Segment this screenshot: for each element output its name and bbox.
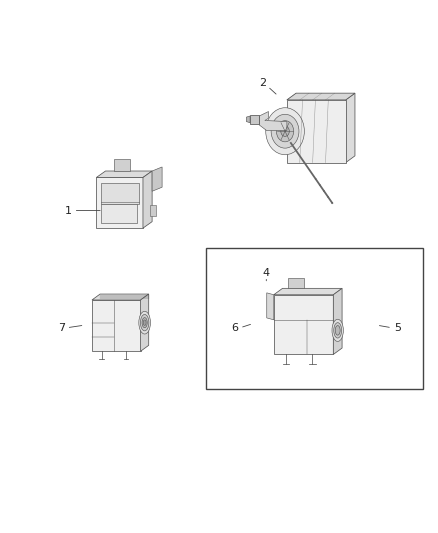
Polygon shape: [247, 116, 250, 123]
Polygon shape: [143, 171, 152, 228]
Polygon shape: [259, 111, 287, 131]
Ellipse shape: [139, 311, 151, 334]
Text: 4: 4: [263, 268, 270, 278]
Polygon shape: [92, 300, 141, 351]
Polygon shape: [287, 100, 346, 163]
Text: 5: 5: [394, 323, 401, 333]
Polygon shape: [100, 204, 137, 223]
Text: 6: 6: [231, 323, 238, 333]
Circle shape: [266, 108, 304, 155]
Polygon shape: [250, 115, 259, 124]
Circle shape: [271, 114, 299, 148]
Polygon shape: [288, 278, 304, 288]
Ellipse shape: [141, 314, 149, 331]
Circle shape: [276, 120, 294, 142]
Text: 2: 2: [259, 78, 266, 87]
Polygon shape: [346, 93, 355, 163]
Polygon shape: [274, 288, 342, 295]
Circle shape: [281, 126, 290, 136]
Bar: [206, 248, 423, 389]
Ellipse shape: [334, 322, 342, 338]
Polygon shape: [333, 288, 342, 354]
Ellipse shape: [142, 318, 147, 328]
Text: 1: 1: [64, 206, 71, 215]
Text: 7: 7: [58, 323, 65, 333]
Polygon shape: [92, 294, 149, 300]
Ellipse shape: [143, 320, 146, 326]
Ellipse shape: [335, 326, 340, 335]
Polygon shape: [96, 171, 152, 177]
Polygon shape: [274, 295, 333, 354]
Polygon shape: [141, 294, 149, 351]
Ellipse shape: [332, 319, 343, 342]
Polygon shape: [267, 293, 274, 320]
Polygon shape: [152, 167, 162, 191]
Polygon shape: [96, 177, 143, 228]
Polygon shape: [287, 93, 355, 100]
Polygon shape: [114, 159, 131, 171]
Bar: [150, 205, 156, 215]
Polygon shape: [100, 182, 139, 204]
